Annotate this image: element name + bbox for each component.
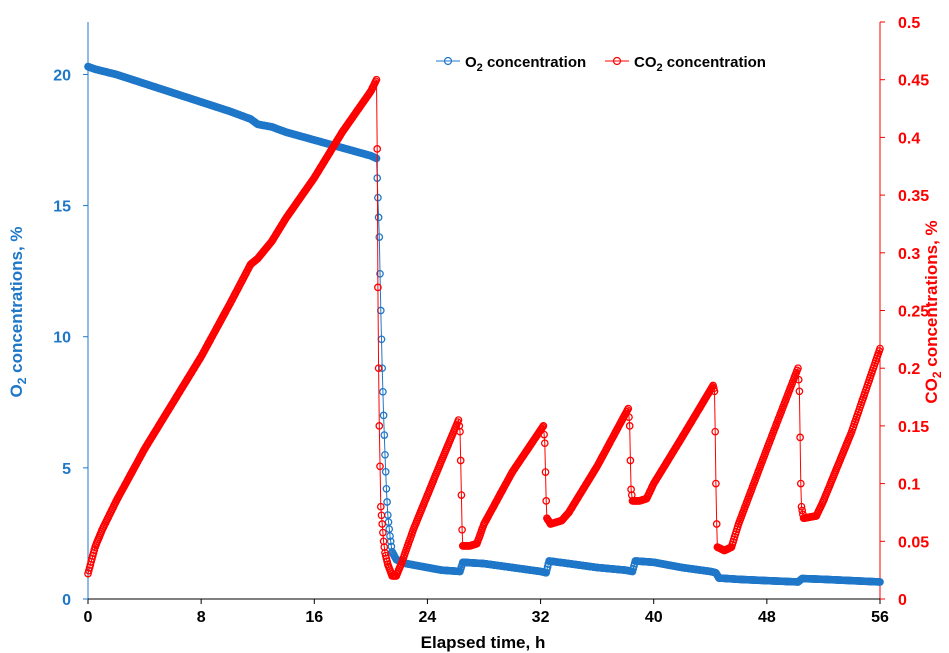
- co2-data-point: [625, 413, 633, 422]
- o2-data-point: [381, 450, 389, 459]
- co2-data-point: [797, 502, 806, 511]
- o2-series-line: [87, 66, 881, 583]
- co2-data-point: [372, 75, 381, 84]
- co2-data-point: [795, 387, 804, 396]
- right-tick-label: 0.3: [898, 246, 920, 263]
- co2-data-point: [712, 520, 721, 528]
- co2-data-point: [457, 491, 466, 499]
- left-tick-label: 0: [62, 592, 71, 609]
- o2-data-point: [375, 233, 384, 241]
- o2-data-point: [374, 213, 383, 222]
- right-tick-label: 0.4: [898, 130, 920, 147]
- x-tick-label: 48: [758, 609, 776, 626]
- left-tick-label: 15: [53, 199, 71, 216]
- co2-data-point: [625, 422, 634, 430]
- co2-data-point: [374, 283, 382, 292]
- right-tick-label: 0.15: [898, 419, 929, 436]
- co2-data-point: [456, 427, 464, 436]
- left-tick-label: 10: [53, 330, 71, 347]
- co2-data-point: [373, 145, 382, 153]
- right-tick-label: 0.35: [898, 188, 929, 205]
- o2-data-point: [876, 578, 884, 586]
- legend-o2-marker: [443, 56, 453, 66]
- right-tick-label: 0.2: [898, 361, 920, 378]
- co2-data-point: [711, 427, 720, 436]
- x-tick-label: 56: [871, 609, 889, 626]
- co2-series-line: [87, 79, 881, 577]
- right-tick-label: 0.05: [898, 534, 929, 551]
- co2-data-point: [876, 344, 884, 353]
- legend-co2-label: CO2 concentration: [634, 54, 766, 74]
- co2-data-point: [796, 479, 805, 488]
- o2-series: [84, 62, 884, 586]
- legend-o2-label: O2 concentration: [465, 54, 586, 74]
- co2-data-point: [541, 468, 550, 476]
- o2-data-point: [379, 387, 387, 396]
- co2-data-point: [626, 456, 635, 465]
- right-tick-label: 0: [898, 592, 907, 609]
- co2-data-point: [542, 497, 551, 505]
- co2-data-point: [798, 506, 807, 515]
- o2-data-point: [386, 532, 394, 540]
- x-tick-label: 16: [305, 609, 323, 626]
- co2-data-point: [375, 422, 384, 430]
- left-axis-title: O2 concentrations, %: [7, 226, 29, 397]
- co2-data-point: [624, 404, 633, 413]
- co2-data-point: [710, 387, 719, 396]
- x-tick-label: 40: [645, 609, 663, 626]
- legend: O2 concentration CO2 concentration: [436, 54, 766, 74]
- o2-data-point: [379, 411, 388, 420]
- co2-data-point: [458, 525, 466, 534]
- o2-data-point: [382, 484, 391, 493]
- right-tick-label: 0.45: [898, 73, 929, 90]
- co2-data-point: [540, 439, 549, 448]
- o2-data-point: [372, 154, 381, 163]
- o2-data-point: [380, 431, 389, 439]
- axes: 0 8 16 24 32 40 48 56 0 5 10 15 20 0 0.05 0.1 0.15 0.2 0.2…: [53, 15, 929, 626]
- co2-data-point: [376, 502, 385, 511]
- co2-series: [84, 75, 884, 580]
- x-tick-label: 24: [419, 609, 437, 626]
- o2-data-point: [381, 467, 390, 476]
- co2-data-point: [540, 430, 548, 439]
- co2-data-point: [374, 364, 383, 373]
- left-tick-label: 20: [53, 67, 71, 84]
- left-tick-label: 5: [62, 461, 71, 478]
- co2-data-point: [377, 511, 386, 520]
- x-tick-label: 32: [532, 609, 550, 626]
- legend-co2-marker: [612, 56, 622, 66]
- right-tick-label: 0.5: [898, 15, 920, 32]
- co2-data-point: [379, 528, 387, 537]
- co2-data-point: [378, 520, 387, 528]
- o2-data-point: [386, 537, 395, 546]
- x-tick-label: 8: [197, 609, 206, 626]
- co2-data-point: [796, 433, 804, 442]
- right-tick-label: 0.25: [898, 304, 929, 321]
- o2-data-point: [376, 269, 384, 278]
- x-axis-title: Elapsed time, h: [421, 633, 546, 652]
- right-axis-title: CO2 concentrations, %: [922, 220, 944, 403]
- co2-data-point: [539, 422, 548, 430]
- co2-data-point: [456, 456, 465, 465]
- co2-data-point: [712, 479, 720, 488]
- co2-data-point: [794, 364, 802, 373]
- o2-data-point: [376, 306, 385, 315]
- o2-data-point: [385, 525, 394, 533]
- o2-data-point: [383, 498, 391, 506]
- right-tick-label: 0.1: [898, 477, 920, 494]
- x-tick-label: 0: [84, 609, 93, 626]
- co2-data-point: [376, 462, 384, 471]
- co2-data-point: [794, 375, 803, 384]
